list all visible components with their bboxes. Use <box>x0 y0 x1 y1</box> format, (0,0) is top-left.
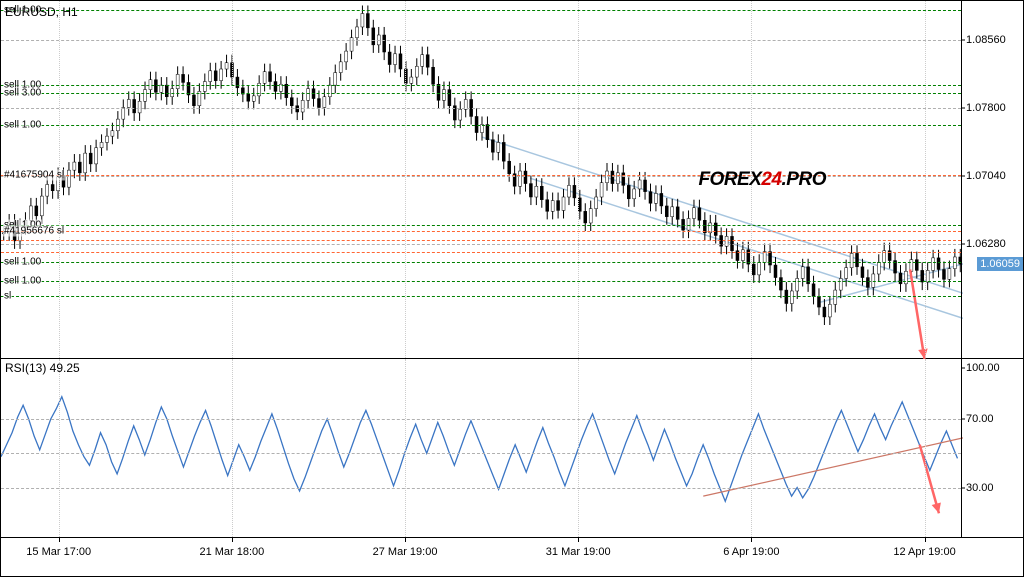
vgrid-line <box>925 1 926 358</box>
current-price-badge: 1.06059 <box>977 257 1023 271</box>
rsi-svg <box>1 359 963 539</box>
vgrid-line <box>578 359 579 539</box>
chart-title: EURUSD, H1 <box>5 5 78 19</box>
rsi-y-tick: 70.00 <box>966 413 994 425</box>
sl-line-label: #41956676 sl <box>3 226 65 237</box>
price-y-axis: 1.06059 1.08560 1.07800 1.07040 1.06280 <box>961 1 1023 358</box>
rsi-gridline <box>1 419 961 420</box>
sell-line <box>1 225 961 226</box>
sell-line <box>1 125 961 126</box>
price-gridline <box>1 244 961 245</box>
sell-line <box>1 93 961 94</box>
x-tick-label: 6 Apr 19:00 <box>723 546 779 558</box>
sell-line <box>1 10 961 11</box>
price-y-tick: 1.06280 <box>966 238 1006 250</box>
price-plot-area[interactable]: EURUSD, H1 sell 1.00 sell 1.00 sell 3.00 se… <box>1 1 961 358</box>
x-tick-label: 12 Apr 19:00 <box>893 546 955 558</box>
vgrid-line <box>751 359 752 539</box>
price-panel[interactable]: EURUSD, H1 sell 1.00 sell 1.00 sell 3.00 se… <box>1 1 1023 359</box>
vgrid-line <box>578 1 579 358</box>
sell-line-label: sell 1.00 <box>3 257 42 268</box>
x-tick-label: 31 Mar 19:00 <box>546 546 611 558</box>
price-gridline <box>1 108 961 109</box>
x-tick-label: 27 Mar 19:00 <box>373 546 438 558</box>
sl-line <box>1 240 961 241</box>
sell-line <box>1 85 961 86</box>
sell-line <box>1 281 961 282</box>
logo-part-3: .PRO <box>782 169 826 190</box>
price-gridline <box>1 40 961 41</box>
rsi-y-tick: 100.00 <box>966 362 1000 374</box>
sell-line-label: sell 1.00 <box>3 276 42 287</box>
sell-line-label: sl <box>3 291 12 302</box>
price-y-tick: 1.07800 <box>966 102 1006 114</box>
vgrid-line <box>232 359 233 539</box>
sell-line <box>1 262 961 263</box>
rsi-y-tick: 30.00 <box>966 482 994 494</box>
rsi-plot-area[interactable]: RSI(13) 49.25 <box>1 359 961 539</box>
sl-line <box>1 252 961 253</box>
vgrid-line <box>232 1 233 358</box>
rsi-gridline <box>1 488 961 489</box>
vgrid-line <box>925 359 926 539</box>
sl-line-label: #41675904 sl <box>3 169 65 180</box>
rsi-y-axis: 100.00 70.00 30.00 <box>961 359 1023 539</box>
x-axis: 15 Mar 17:00 21 Mar 18:00 27 Mar 19:00 31 M… <box>1 537 1023 576</box>
vgrid-line <box>405 1 406 358</box>
rsi-gridline <box>1 453 961 454</box>
sell-line-label: sell 3.00 <box>3 88 42 99</box>
sell-line <box>1 296 961 297</box>
logo-part-2: 24 <box>761 169 781 190</box>
watermark-logo: FOREX24.PRO <box>698 169 826 191</box>
rsi-panel[interactable]: RSI(13) 49.25 100.00 70.00 30.00 <box>1 359 1023 539</box>
sl-line <box>1 231 961 232</box>
logo-part-1: FOREX <box>698 169 761 190</box>
vgrid-line <box>59 359 60 539</box>
x-tick-label: 15 Mar 17:00 <box>26 546 91 558</box>
price-y-tick: 1.07040 <box>966 170 1006 182</box>
sell-line-label: sell 1.00 <box>3 120 42 131</box>
chart-container: EURUSD, H1 sell 1.00 sell 1.00 sell 3.00 se… <box>0 0 1024 577</box>
price-y-tick: 1.08560 <box>966 34 1006 46</box>
vgrid-line <box>405 359 406 539</box>
rsi-title: RSI(13) 49.25 <box>5 361 80 375</box>
x-tick-label: 21 Mar 18:00 <box>199 546 264 558</box>
